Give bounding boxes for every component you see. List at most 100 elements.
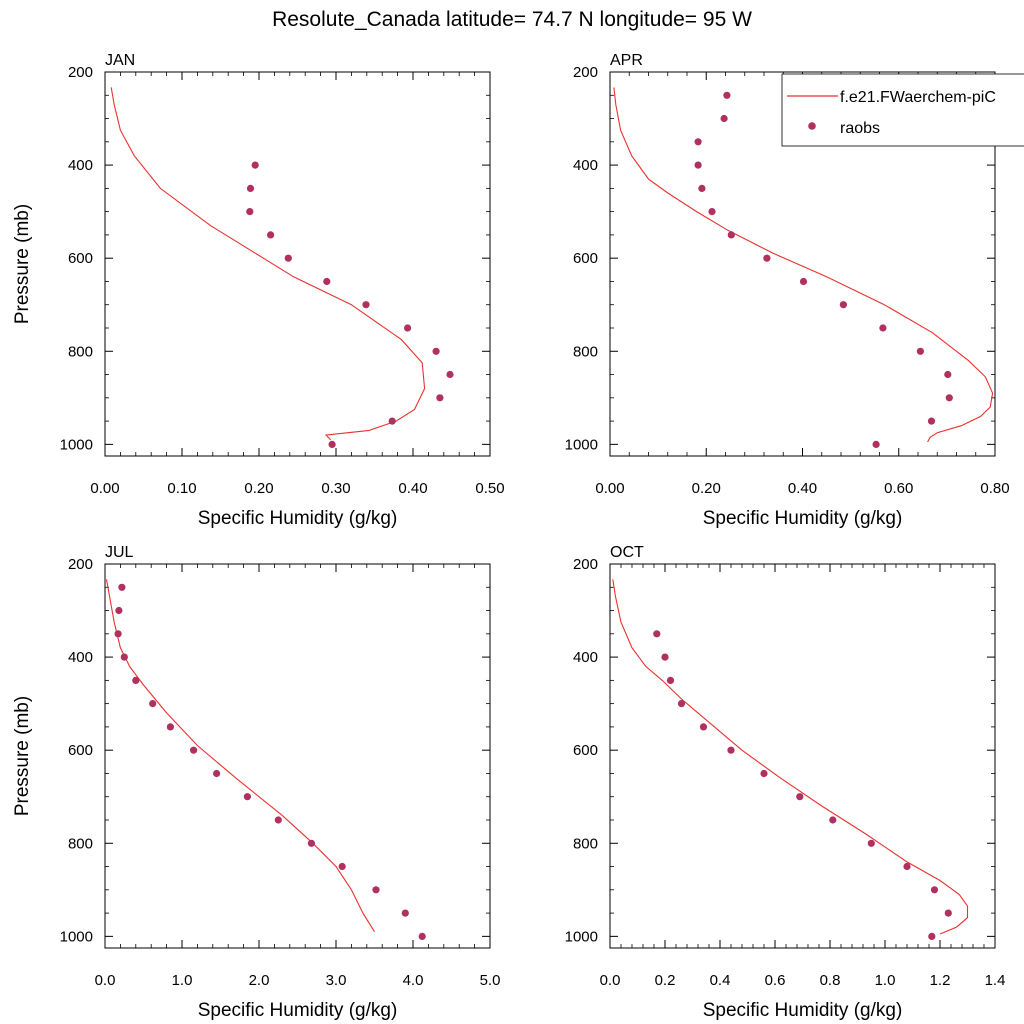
obs-point [362, 301, 370, 309]
panel-apr: APR 0.00 0.20 0.40 0.60 0.80 200 400 600 800 1000 S… [565, 52, 1010, 529]
x-tick-label: 0.40 [788, 480, 817, 497]
x-tick-label: 0.40 [398, 480, 427, 497]
obs-point [446, 370, 454, 379]
obs-point [388, 417, 396, 425]
y-tick-label: 800 [573, 835, 598, 852]
x-tick-label: 1.2 [930, 972, 951, 989]
y-tick-label: 600 [573, 250, 598, 267]
x-tick-label: 2.0 [249, 972, 270, 989]
y-tick-label: 200 [573, 64, 598, 81]
obs-point [243, 793, 251, 801]
obs-point [872, 440, 880, 448]
x-tick-label: 5.0 [480, 972, 501, 989]
obs-point [120, 653, 128, 661]
obs-point [727, 231, 735, 239]
obs-point [944, 370, 952, 379]
obs-point [432, 347, 440, 355]
obs-point [903, 862, 911, 871]
x-tick-label: 0.50 [475, 480, 504, 497]
model-line [612, 579, 969, 935]
obs-point [653, 630, 661, 638]
obs-point [323, 277, 331, 286]
obs-point [418, 932, 426, 941]
x-tick-label: 0.00 [595, 480, 624, 497]
y-tick-label: 600 [68, 742, 93, 759]
x-tick-label: 0.80 [980, 480, 1009, 497]
x-tick-label: 3.0 [326, 972, 347, 989]
obs-point [796, 793, 804, 801]
y-tick-label: 200 [68, 556, 93, 573]
x-tick-label: 0.10 [167, 480, 196, 497]
panel-title: JUL [105, 544, 134, 561]
obs-point [839, 301, 848, 309]
obs-point [115, 606, 123, 615]
obs-point [166, 723, 174, 731]
x-tick-label: 0.60 [884, 480, 913, 497]
obs-point [190, 746, 198, 754]
y-tick-label: 400 [68, 649, 93, 666]
panel-jan: JAN 0.00 0.10 0.20 0.30 0.40 0.50 200 400 600 800 1… [12, 52, 505, 529]
x-tick-label: 0.8 [820, 972, 841, 989]
y-tick-label: 200 [573, 556, 598, 573]
obs-point [114, 630, 122, 638]
obs-point [404, 324, 412, 332]
x-tick-label: 1.4 [985, 972, 1006, 989]
model-line [110, 87, 426, 441]
y-tick-label: 400 [573, 157, 598, 174]
x-tick-label: 0.20 [692, 480, 721, 497]
plot-frame [609, 563, 996, 949]
y-tick-label: 200 [68, 64, 93, 81]
obs-point [267, 231, 275, 239]
obs-point [666, 676, 675, 685]
x-tick-label: 1.0 [172, 972, 193, 989]
panel-oct: OCT 0.0 0.2 0.4 0.6 0.8 1.0 1.2 1.4 200 400 600 800 1… [565, 544, 1006, 1021]
plot-frame [104, 71, 491, 457]
obs-point [246, 208, 254, 216]
obs-point [694, 161, 702, 169]
legend-label-model: f.e21.FWaerchem-piC [840, 89, 996, 106]
y-tick-label: 800 [68, 835, 93, 852]
obs-point [829, 816, 837, 824]
obs-point [945, 394, 953, 402]
obs-point [436, 394, 444, 402]
y-axis-label: Pressure (mb) [12, 696, 33, 816]
obs-point [720, 114, 728, 123]
obs-point [694, 138, 702, 146]
obs-point [723, 91, 731, 99]
obs-point [930, 886, 939, 894]
obs-point [699, 723, 708, 731]
y-tick-label: 400 [573, 649, 598, 666]
obs-point [307, 839, 315, 847]
y-tick-label: 800 [573, 343, 598, 360]
obs-point [284, 254, 292, 262]
obs-point [928, 932, 936, 941]
y-tick-label: 400 [68, 157, 93, 174]
model-line [105, 579, 375, 932]
y-tick-label: 1000 [565, 928, 598, 945]
obs-point [132, 676, 140, 685]
obs-point [727, 746, 735, 754]
y-tick-label: 600 [573, 742, 598, 759]
panel-title: OCT [610, 544, 644, 561]
obs-point [149, 700, 157, 708]
model-line [613, 87, 994, 443]
x-tick-label: 0.2 [655, 972, 676, 989]
obs-point [916, 347, 925, 355]
panel-title: JAN [105, 52, 135, 69]
x-tick-label: 0.0 [600, 972, 621, 989]
y-tick-label: 600 [68, 250, 93, 267]
y-tick-label: 1000 [565, 436, 598, 453]
x-tick-label: 0.6 [765, 972, 786, 989]
obs-point [338, 862, 346, 871]
legend-box [781, 73, 1024, 147]
x-tick-label: 0.20 [244, 480, 273, 497]
legend-marker-swatch [808, 122, 816, 130]
obs-point [867, 839, 875, 847]
obs-point [213, 769, 221, 778]
obs-point [698, 184, 706, 192]
obs-point [328, 440, 336, 448]
x-tick-label: 0.30 [321, 480, 350, 497]
x-axis-label: Specific Humidity (g/kg) [703, 508, 903, 529]
obs-point [927, 417, 936, 425]
